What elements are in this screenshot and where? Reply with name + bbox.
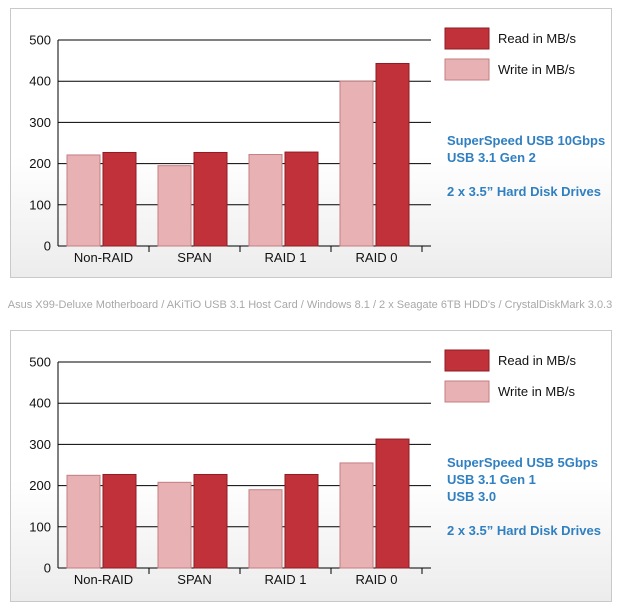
- x-category-label: RAID 0: [356, 572, 398, 587]
- bar-write: [66, 154, 101, 247]
- x-category-label: RAID 1: [265, 572, 307, 587]
- legend-swatch: [444, 349, 490, 372]
- y-tick-label: 100: [29, 519, 51, 534]
- y-tick-label: 500: [29, 33, 51, 48]
- bar-write: [66, 474, 101, 569]
- spec-text: USB 3.1 Gen 2: [447, 150, 536, 165]
- bar-write: [339, 462, 374, 569]
- y-tick-label: 200: [29, 156, 51, 171]
- x-category-label: Non-RAID: [74, 250, 133, 265]
- legend-label: Write in MB/s: [498, 62, 576, 77]
- spec-text: SuperSpeed USB 10Gbps: [447, 133, 605, 148]
- spec-text: SuperSpeed USB 5Gbps: [447, 455, 598, 470]
- chart-panel-top: 0 100 200 300 400 500 Non-RAID SPAN RAID 1 RAID 0…: [10, 8, 612, 278]
- legend-label: Read in MB/s: [498, 31, 577, 46]
- y-tick-label: 500: [29, 355, 51, 370]
- legend-swatch: [444, 380, 490, 403]
- bar-read: [193, 151, 228, 247]
- spec-text: 2 x 3.5” Hard Disk Drives: [447, 184, 601, 199]
- legend-label: Write in MB/s: [498, 384, 576, 399]
- x-category-label: Non-RAID: [74, 572, 133, 587]
- legend-swatch: [444, 58, 490, 81]
- y-tick-label: 300: [29, 115, 51, 130]
- bar-read: [375, 438, 410, 569]
- bar-read: [284, 473, 319, 569]
- y-tick-label: 400: [29, 396, 51, 411]
- chart-panel-bottom: 0 100 200 300 400 500 Non-RAID SPAN RAID 1 RAID 0…: [10, 330, 612, 602]
- spec-text: USB 3.1 Gen 1: [447, 472, 536, 487]
- bar-read: [375, 62, 410, 247]
- bar-write: [248, 154, 283, 247]
- legend-label: Read in MB/s: [498, 353, 577, 368]
- y-tick-label: 200: [29, 478, 51, 493]
- bar-write: [157, 165, 192, 247]
- bar-write: [157, 481, 192, 569]
- bar-read: [193, 473, 228, 569]
- bar-read: [284, 151, 319, 247]
- bar-read: [102, 473, 137, 569]
- y-tick-label: 100: [29, 197, 51, 212]
- spec-text: USB 3.0: [447, 489, 496, 504]
- bar-write: [248, 489, 283, 569]
- test-setup-caption: Asus X99-Deluxe Motherboard / AKiTiO USB…: [7, 299, 613, 311]
- spec-text: 2 x 3.5” Hard Disk Drives: [447, 523, 601, 538]
- x-category-label: SPAN: [177, 572, 211, 587]
- chart-bottom: 0 100 200 300 400 500 Non-RAID SPAN RAID 1 RAID 0…: [29, 349, 601, 587]
- bar-write: [339, 80, 374, 247]
- y-tick-label: 400: [29, 74, 51, 89]
- x-category-label: SPAN: [177, 250, 211, 265]
- y-tick-label: 0: [44, 561, 51, 576]
- bar-read: [102, 151, 137, 247]
- y-tick-label: 300: [29, 437, 51, 452]
- y-tick-label: 0: [44, 239, 51, 254]
- x-category-label: RAID 0: [356, 250, 398, 265]
- chart-top: 0 100 200 300 400 500 Non-RAID SPAN RAID 1 RAID 0…: [29, 27, 605, 265]
- legend-swatch: [444, 27, 490, 50]
- x-category-label: RAID 1: [265, 250, 307, 265]
